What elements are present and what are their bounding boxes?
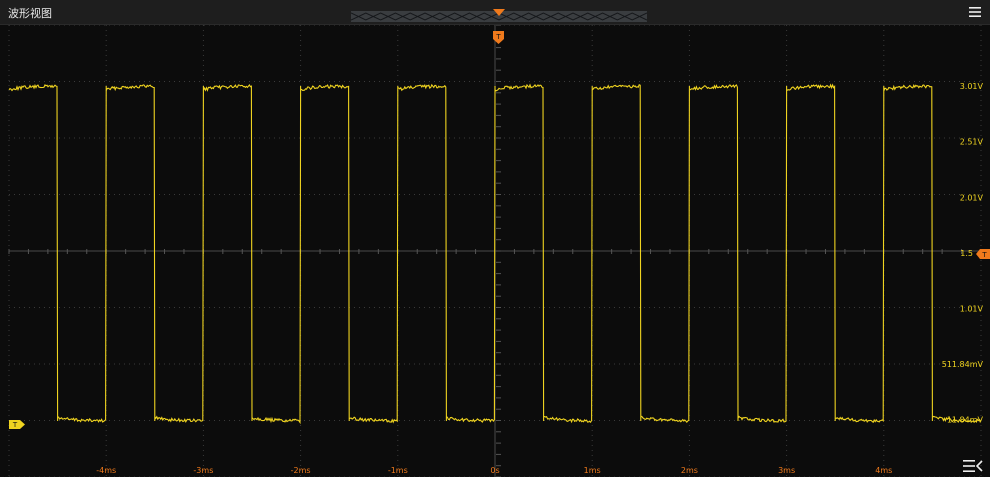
trigger-level-marker-label: T: [981, 251, 987, 259]
time-label: 3ms: [778, 466, 795, 475]
channel-offset-marker-label: T: [12, 421, 18, 429]
trace-line: [8, 83, 981, 425]
menu-icon[interactable]: [968, 6, 982, 18]
channel-offset-marker[interactable]: T: [9, 420, 25, 429]
voltage-label: 1.5: [960, 249, 973, 258]
trigger-time-marker-label: T: [495, 33, 501, 41]
waveform-plot[interactable]: 3.01V 2.51V 2.01V 1.5 1.01V 511.84mV 11.84mV -…: [0, 25, 990, 477]
time-label: -4ms: [96, 466, 116, 475]
window-title: 波形视图: [8, 7, 52, 20]
voltage-label: 2.01V: [960, 193, 984, 202]
time-label: 0s: [490, 466, 499, 475]
trigger-level-marker[interactable]: T: [976, 249, 990, 259]
time-scale-labels: -4ms -3ms -2ms -1ms 0s 1ms 2ms 3ms 4ms: [96, 466, 892, 475]
voltage-label: 511.84mV: [942, 360, 984, 369]
time-label: 4ms: [875, 466, 892, 475]
trigger-position-marker[interactable]: [493, 9, 505, 16]
expand-panel-icon[interactable]: [962, 459, 984, 473]
time-label: 2ms: [681, 466, 698, 475]
overview-trace: [351, 12, 647, 21]
time-label: -1ms: [388, 466, 408, 475]
time-label: -2ms: [291, 466, 311, 475]
voltage-scale-labels: 3.01V 2.51V 2.01V 1.5 1.01V 511.84mV 11.84mV: [942, 82, 984, 425]
voltage-label: 3.01V: [960, 82, 984, 91]
voltage-label: 11.84mV: [947, 416, 984, 425]
time-label: -3ms: [193, 466, 213, 475]
time-label: 1ms: [584, 466, 601, 475]
title-bar: 波形视图: [0, 0, 990, 25]
channel-trace: [8, 83, 981, 425]
trigger-time-marker[interactable]: T: [493, 31, 504, 44]
voltage-label: 2.51V: [960, 138, 984, 147]
voltage-label: 1.01V: [960, 305, 984, 314]
